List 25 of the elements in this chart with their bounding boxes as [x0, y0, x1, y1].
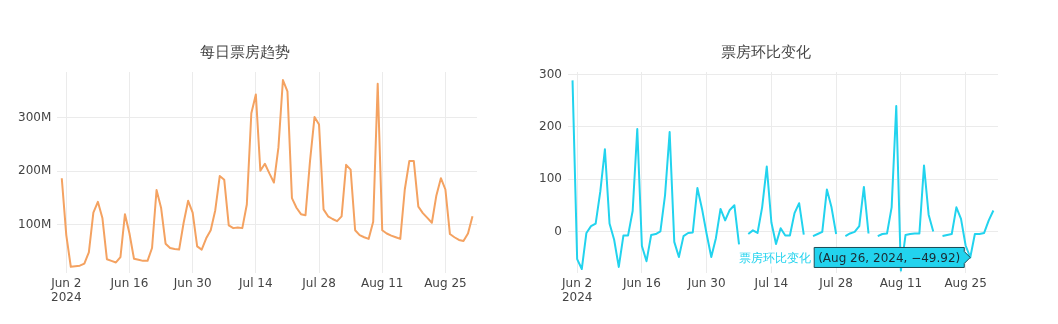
chart-title: 每日票房趋势	[199, 42, 290, 61]
x-tick-label: Jun 16	[621, 275, 661, 290]
x-tick-label: Aug 11	[360, 275, 404, 290]
x-tick-label: Jun 30	[686, 275, 726, 290]
y-tick-label: 200	[539, 119, 562, 133]
y-tick-label: 200M	[17, 163, 52, 178]
y-tick-label: 300	[539, 66, 562, 81]
x-tick-label: Jun 16	[109, 275, 149, 290]
y-tick-label: 100M	[17, 217, 52, 232]
y-tick-label: 0	[554, 223, 562, 238]
chart-title: 票房环比变化	[720, 42, 811, 61]
x-tick-label: Jul 28	[301, 275, 336, 290]
x-tick-label: Aug 25	[424, 275, 467, 290]
y-tick-label: 100	[539, 171, 562, 186]
x-tick-label: Jun 2 2024	[50, 275, 82, 304]
x-tick-label: Jul 28	[818, 275, 853, 290]
x-tick-label: Jun 2 2024	[561, 275, 593, 304]
annotation: (Aug 26, 2024, −49.92)	[818, 250, 961, 265]
x-tick-label: Jul 14	[753, 275, 789, 290]
y-tick-label: 300M	[17, 109, 52, 124]
x-tick-label: Jul 14	[238, 275, 273, 290]
series-label: 票房环比变化	[739, 250, 812, 265]
x-tick-label: Aug 11	[879, 275, 923, 290]
x-tick-label: Jun 30	[172, 275, 212, 290]
x-tick-label: Aug 25	[944, 275, 987, 290]
